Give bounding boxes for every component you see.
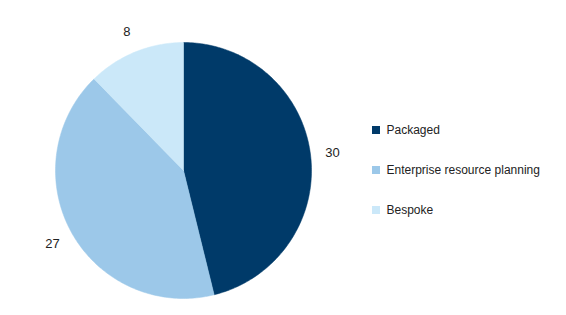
svg-text:Packaged: Packaged bbox=[387, 123, 440, 137]
svg-text:Enterprise resource planning: Enterprise resource planning bbox=[387, 163, 540, 177]
svg-text:8: 8 bbox=[123, 24, 130, 39]
svg-text:27: 27 bbox=[45, 236, 59, 251]
svg-text:30: 30 bbox=[325, 145, 339, 160]
svg-text:Bespoke: Bespoke bbox=[387, 203, 434, 217]
